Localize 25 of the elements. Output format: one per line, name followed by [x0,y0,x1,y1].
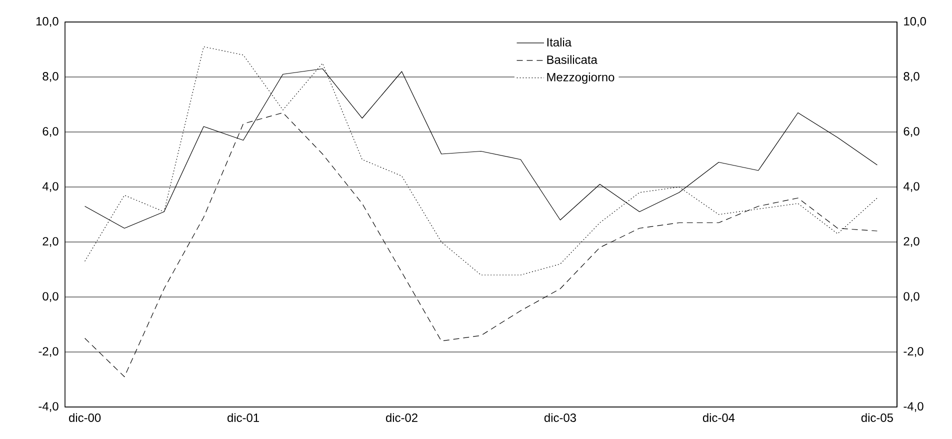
legend-label: Italia [547,38,572,47]
y-tick-label: -2,0 [38,347,58,357]
y-tick-label: 4,0 [42,182,58,192]
x-tick-label: dic-02 [386,413,418,422]
y-tick-label: 8,0 [42,72,58,82]
legend-label: Mezzogiorno [547,72,614,84]
x-tick-label: dic-01 [228,413,259,422]
legend-label: Basilicata [547,55,598,64]
x-tick-label: dic-04 [702,413,735,422]
y2-tick-label: 4,0 [903,182,920,192]
x-tick-label: dic-00 [69,413,101,422]
x-tick-label: dic-03 [544,413,576,422]
y-tick-label: 6,0 [42,127,58,137]
y2-tick-label: -2,0 [904,347,924,357]
x-tick-label: dic-05 [861,413,893,422]
y-tick-label: 0,0 [42,292,58,302]
y2-tick-label: 6,0 [904,127,920,137]
y2-tick-label: 2,0 [904,237,920,247]
y2-tick-label: 0,0 [904,292,920,302]
y-tick-label: 2,0 [42,237,58,247]
y2-tick-label: 10,0 [904,17,926,27]
y2-tick-label: 8,0 [904,72,920,82]
y2-tick-label: -4,0 [904,402,924,412]
y-tick-label: 10,0 [36,17,58,27]
y-tick-label: -4,0 [38,402,58,412]
